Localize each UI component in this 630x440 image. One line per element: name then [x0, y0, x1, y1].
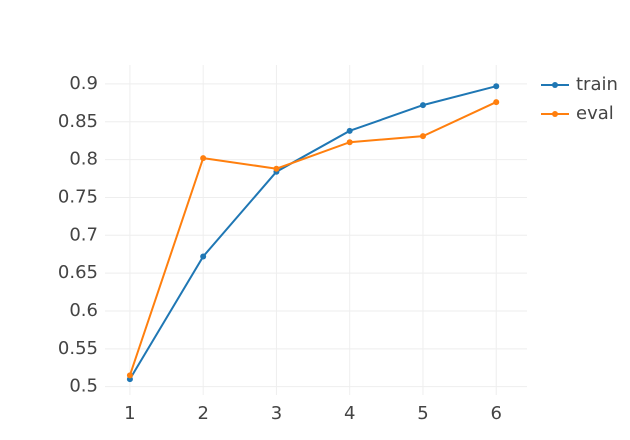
x-tick-label: 1	[124, 403, 135, 424]
point	[346, 139, 353, 146]
point	[493, 83, 500, 90]
point	[419, 102, 426, 109]
x-tick-label: 6	[491, 403, 502, 424]
point	[200, 155, 207, 162]
y-tick-label: 0.75	[58, 186, 98, 207]
y-tick-label: 0.5	[69, 376, 98, 397]
series-line	[129, 85, 497, 380]
point	[273, 165, 280, 172]
legend-label: train	[576, 74, 618, 95]
y-tick-label: 0.65	[58, 262, 98, 283]
x-tick-label: 4	[344, 403, 355, 424]
point	[346, 127, 353, 134]
y-tick-label: 0.85	[58, 111, 98, 132]
point	[126, 372, 133, 379]
x-tick-label: 5	[417, 403, 428, 424]
series-line	[128, 101, 497, 376]
point	[419, 133, 426, 140]
legend-marker	[552, 82, 558, 88]
y-tick-label: 0.6	[69, 300, 98, 321]
point	[200, 253, 207, 260]
y-tick-label: 0.8	[69, 149, 98, 170]
legend-label: eval	[576, 103, 614, 124]
legend-marker	[552, 111, 558, 117]
x-tick-label: 3	[271, 403, 282, 424]
y-tick-label: 0.9	[69, 73, 98, 94]
x-tick-label: 2	[197, 403, 208, 424]
point	[493, 99, 500, 106]
y-tick-label: 0.55	[58, 338, 98, 359]
y-tick-label: 0.7	[69, 224, 98, 245]
